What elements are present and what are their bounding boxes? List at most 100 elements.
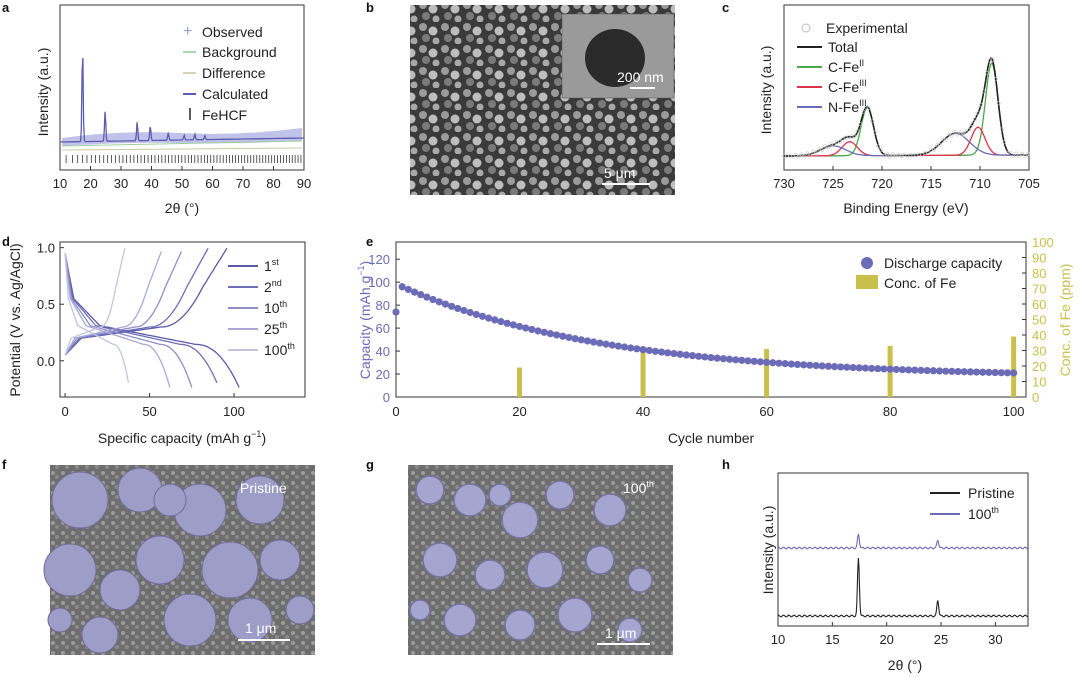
capacity-point	[719, 355, 727, 363]
scale-f: 1 μm	[245, 620, 276, 636]
gcd-curves	[64, 247, 240, 388]
fe-concentration-bars	[517, 336, 1017, 397]
capacity-point	[540, 328, 548, 336]
x-axis-label-a: 2θ (°)	[165, 200, 199, 216]
y-tick-d-1: 1.0	[37, 241, 55, 256]
fe-bar-cycle-20	[517, 367, 523, 397]
scale-large-b: 5 μm	[604, 165, 635, 181]
capacity-point	[503, 319, 511, 327]
legend-cycle-2nd: 2nd	[264, 278, 282, 295]
discharge-curve-2nd	[64, 253, 218, 384]
x-tick-c-730: 730	[773, 176, 795, 191]
charge-curve-100th	[64, 248, 126, 356]
capacity-point	[738, 356, 746, 364]
capacity-point	[645, 346, 653, 355]
charge-curve-2nd	[64, 247, 209, 356]
xps-experimental-point	[867, 106, 872, 111]
y2-tick-e-80: 80	[1032, 266, 1046, 281]
capacity-point	[1010, 369, 1018, 377]
xps-experimental-point	[899, 154, 904, 159]
capacity-point	[614, 342, 622, 350]
legend-calculated: Calculated	[202, 86, 268, 102]
capacity-point	[583, 337, 592, 345]
discharge-capacity-points	[392, 283, 1018, 377]
x-tick-h-30: 30	[988, 632, 1002, 647]
capacity-point	[472, 310, 480, 319]
capacity-point	[948, 367, 956, 375]
legend-background: Background	[202, 44, 277, 60]
cycled-particle	[443, 603, 477, 637]
capacity-point	[688, 352, 697, 360]
xps-experimental-point	[885, 151, 889, 156]
legend-c: Experimental Total C-FeII C-FeIII N-FeII…	[797, 20, 908, 115]
plot-frame-c	[783, 4, 1030, 171]
capacity-point	[769, 359, 777, 367]
xps-experimental-point	[893, 154, 898, 159]
capacity-point	[528, 325, 536, 334]
capacity-point	[929, 367, 937, 375]
y-axis-label-e: Capacity (mAh g−1)	[356, 261, 373, 379]
capacity-point	[707, 353, 715, 362]
capacity-point	[627, 344, 635, 352]
panel-letter-c: c	[722, 0, 729, 15]
pristine-particle	[235, 475, 285, 525]
xps-experimental-point	[890, 152, 895, 157]
xps-experimental-point	[955, 132, 960, 137]
xps-experimental-point	[826, 145, 831, 150]
capacity-point	[410, 288, 419, 296]
series-difference-a	[61, 147, 303, 151]
capacity-point	[861, 364, 870, 372]
xps-experimental-point	[943, 137, 948, 142]
capacity-point	[657, 348, 666, 356]
capacity-point	[398, 283, 406, 291]
xps-experimental-point	[958, 130, 963, 135]
capacity-point	[762, 358, 771, 366]
capacity-point	[466, 308, 474, 317]
xps-experimental-point	[1017, 154, 1022, 159]
capacity-point	[620, 343, 629, 351]
xps-experimental-point	[808, 153, 813, 158]
x-tick-c-725: 725	[822, 176, 844, 191]
x-tick-h-15: 15	[825, 632, 839, 647]
capacity-point	[732, 356, 740, 364]
xps-component-c-fe-ii	[784, 62, 1028, 157]
xps-experimental-point	[793, 153, 798, 157]
scale-g: 1 μm	[605, 625, 636, 641]
x-tick-h-20: 20	[879, 632, 893, 647]
capacity-point	[485, 314, 493, 322]
xps-experimental-point	[1011, 154, 1016, 159]
capacity-point	[454, 304, 462, 313]
capacity-point	[750, 357, 758, 365]
panel-letter-h: h	[722, 457, 730, 472]
discharge-curve-1st	[64, 253, 240, 388]
capacity-point	[1003, 369, 1012, 377]
x-tick-a-80: 80	[266, 176, 280, 191]
y2-tick-e-50: 50	[1032, 313, 1046, 328]
xps-experimental-point	[802, 154, 807, 159]
xps-experimental-point	[799, 152, 804, 157]
xps-experimental-point	[937, 143, 942, 148]
y2-tick-e-20: 20	[1032, 359, 1046, 374]
tick-labels-d: 0 50 100 0.0 0.5 1.0	[37, 241, 245, 419]
legend-experimental: Experimental	[826, 20, 908, 36]
x-tick-a-40: 40	[144, 176, 158, 191]
x-tick-labels-c: 730 725 720 715 710 705	[773, 166, 1040, 191]
xps-experimental-point	[985, 71, 989, 75]
panel-a: a 10 20 30 40 50 60 70 80 90 2θ (°) Intensity (a…	[2, 0, 311, 216]
y-axis-label-a: Intensity (a.u.)	[35, 48, 51, 137]
panel-g: g 100th 1 μm	[366, 457, 673, 655]
capacity-point	[713, 354, 721, 362]
xps-experimental-point	[993, 77, 998, 82]
cycled-particle	[617, 617, 643, 643]
capacity-point	[985, 368, 993, 376]
capacity-point	[534, 327, 542, 335]
fe-bar-cycle-40	[640, 352, 646, 397]
capacity-point	[447, 302, 456, 310]
capacity-point	[837, 363, 845, 371]
panel-f: f Pristine 1 μm	[2, 457, 315, 655]
xps-experimental-point	[976, 111, 980, 116]
capacity-point	[818, 362, 826, 370]
capacity-point	[559, 332, 567, 340]
tem-particle	[585, 29, 645, 87]
y2-tick-e-70: 70	[1032, 282, 1046, 297]
